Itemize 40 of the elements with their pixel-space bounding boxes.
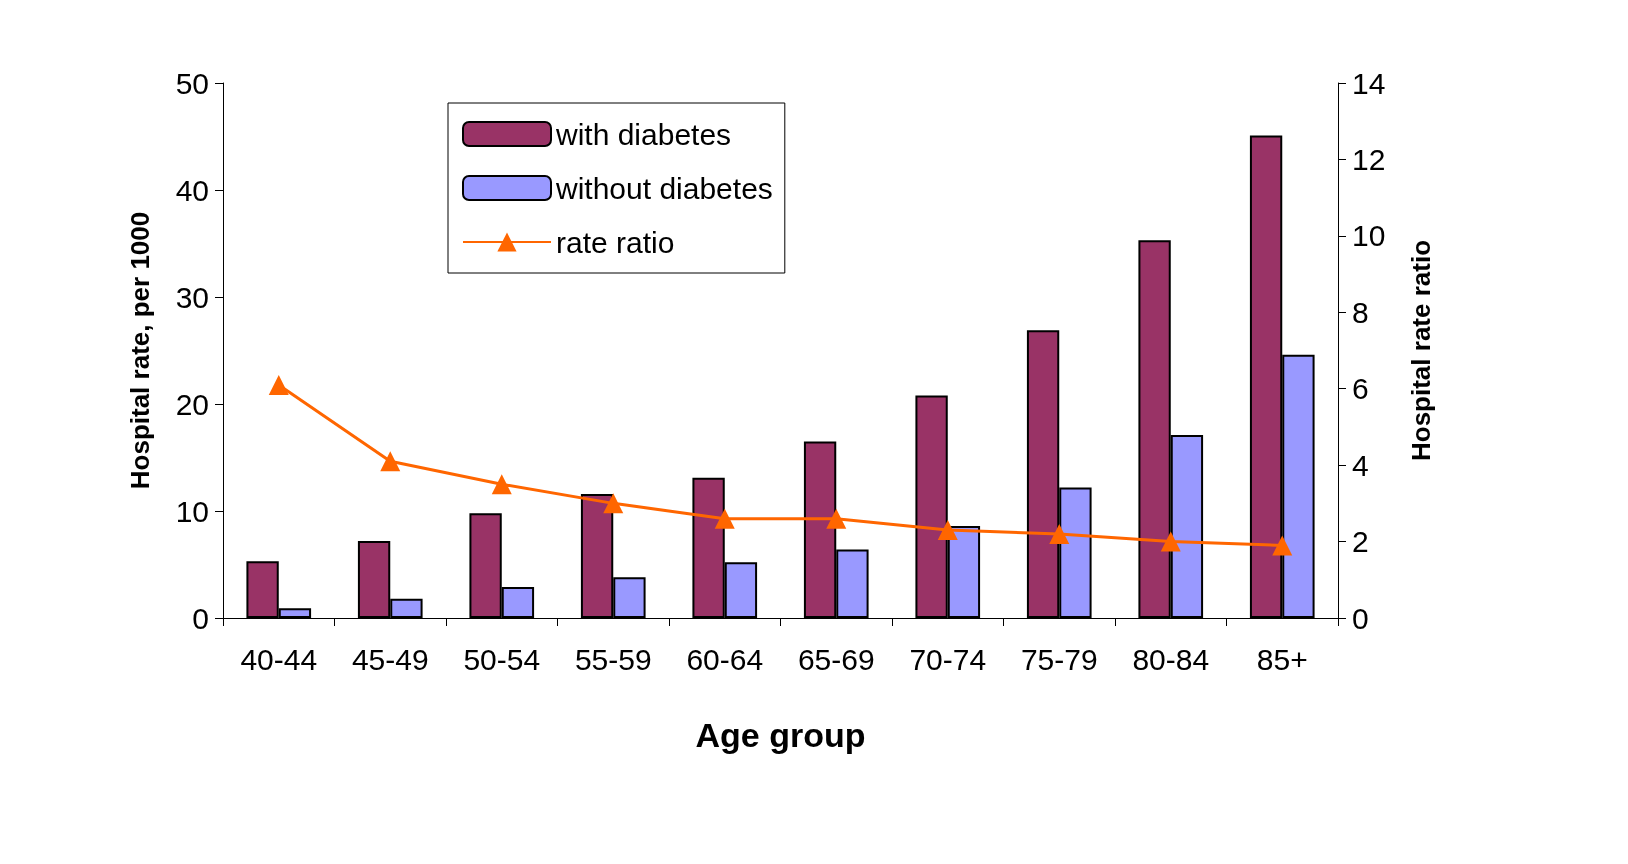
x-tick-label: 40-44 — [240, 642, 318, 676]
point — [1049, 523, 1070, 544]
x-tick-label: 85+ — [1256, 642, 1308, 676]
point — [937, 520, 958, 541]
y-axis-title: Hospital rate, per 1000 — [125, 211, 155, 490]
point — [268, 374, 289, 395]
y2-tick-label: 10 — [1352, 219, 1386, 253]
y-tick-label: 30 — [175, 280, 209, 314]
y-tick-label: 0 — [192, 601, 209, 635]
y2-tick-label: 6 — [1352, 372, 1369, 406]
y2-tick-label: 4 — [1352, 448, 1369, 482]
x-tick-label: 80-84 — [1132, 642, 1210, 676]
point — [714, 508, 735, 529]
point — [380, 451, 401, 472]
y-tick-label: 50 — [175, 66, 209, 100]
y2-tick-label: 8 — [1352, 295, 1369, 329]
legend-label: without diabetes — [555, 171, 773, 205]
x-tick-label: 60-64 — [686, 642, 764, 676]
x-tick-label: 75-79 — [1020, 642, 1098, 676]
x-axis-title: Age group — [695, 716, 866, 754]
point — [603, 493, 624, 514]
y-tick-label: 10 — [175, 494, 209, 528]
y-tick-label: 20 — [175, 387, 209, 421]
y2-tick-label: 14 — [1352, 66, 1386, 100]
legend-label: with diabetes — [555, 117, 732, 151]
x-tick-label: 70-74 — [909, 642, 987, 676]
y2-tick-label: 2 — [1352, 525, 1369, 559]
x-tick-label: 65-69 — [797, 642, 875, 676]
point — [1272, 535, 1293, 556]
y-tick-label: 40 — [175, 173, 209, 207]
point — [826, 508, 847, 529]
y2-axis-title: Hospital rate ratio — [1406, 239, 1436, 462]
x-tick-label: 45-49 — [351, 642, 429, 676]
point — [1160, 531, 1181, 552]
y2-tick-label: 0 — [1352, 601, 1369, 635]
y2-tick-label: 12 — [1352, 142, 1386, 176]
x-tick-label: 55-59 — [574, 642, 652, 676]
legend-label: rate ratio — [556, 225, 675, 259]
point — [491, 474, 512, 495]
x-tick-label: 50-54 — [463, 642, 541, 676]
